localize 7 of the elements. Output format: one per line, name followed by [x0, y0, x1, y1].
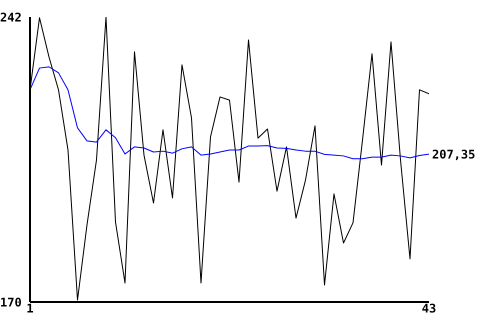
- y-tick-label: 170: [0, 295, 22, 310]
- y-tick-label: 242: [0, 10, 22, 24]
- line-series: [30, 66, 429, 160]
- line-series: [30, 17, 429, 301]
- x-tick-label: 43: [422, 302, 436, 316]
- annotation: 207,35: [432, 147, 476, 162]
- x-tick-label: 1: [26, 302, 34, 316]
